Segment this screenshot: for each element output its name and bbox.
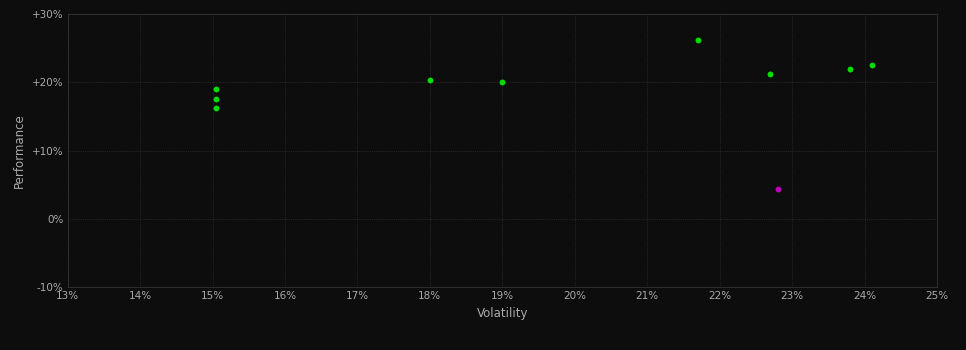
Y-axis label: Performance: Performance [14, 113, 26, 188]
Point [209, 97, 224, 102]
Point [762, 71, 778, 77]
Point [864, 62, 879, 68]
Point [842, 66, 858, 72]
X-axis label: Volatility: Volatility [476, 307, 528, 320]
Point [690, 37, 705, 43]
Point [495, 79, 510, 85]
Point [209, 86, 224, 92]
Point [770, 186, 785, 191]
Point [209, 105, 224, 110]
Point [422, 77, 438, 82]
